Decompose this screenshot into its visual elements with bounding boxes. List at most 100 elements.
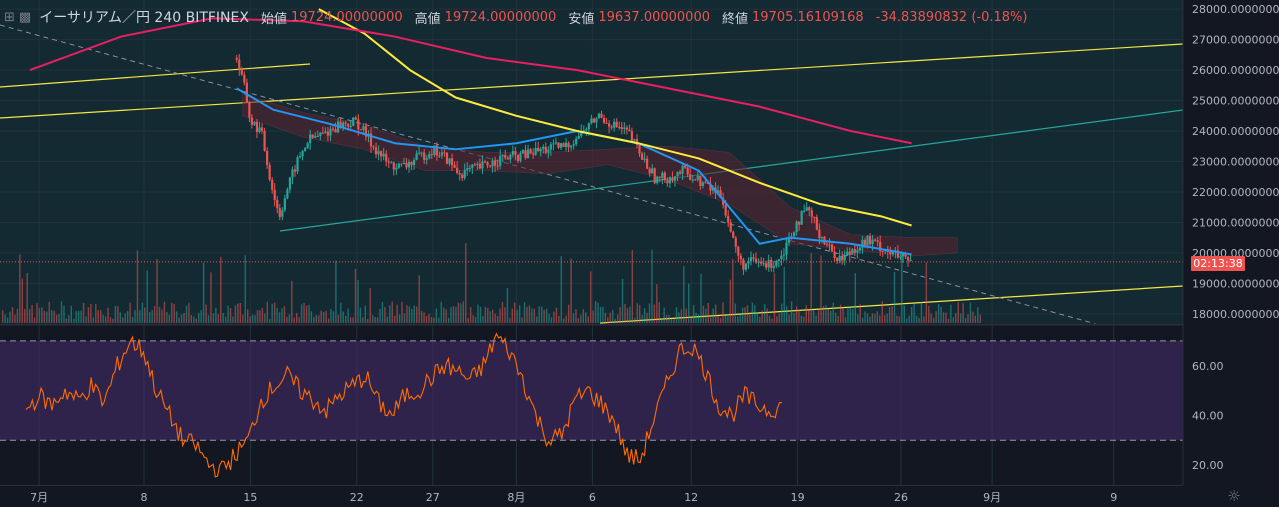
- volume-bar: [330, 309, 332, 323]
- candle-body: [554, 142, 558, 144]
- volume-bar: [673, 318, 675, 323]
- candle-body: [696, 175, 699, 180]
- volume-bar: [543, 309, 545, 323]
- volume-bar: [533, 308, 536, 323]
- time-tick-label: 9月: [983, 491, 1001, 504]
- volume-bar: [408, 306, 411, 323]
- volume-bar: [499, 308, 501, 323]
- gear-icon[interactable]: ☼: [1227, 487, 1241, 505]
- volume-bar: [864, 311, 866, 323]
- candle-body: [423, 152, 426, 160]
- time-tick-label: 26: [894, 491, 908, 504]
- candle-body: [273, 189, 276, 201]
- candle-body: [316, 136, 319, 138]
- candle-body: [780, 255, 783, 260]
- time-tick-label: 9: [1110, 491, 1117, 504]
- volume-bar: [438, 317, 440, 323]
- time-tick-label: 19: [791, 491, 805, 504]
- volume-bar: [866, 313, 869, 323]
- candle-body: [537, 147, 540, 152]
- candle-body: [792, 232, 796, 237]
- volume-bar: [247, 309, 249, 323]
- candle-body: [286, 189, 289, 199]
- candle-body: [686, 167, 689, 175]
- candle-body: [694, 179, 697, 181]
- volume-bar: [572, 313, 575, 323]
- volume-bar: [550, 317, 553, 323]
- volume-bar: [345, 315, 347, 323]
- high-value: 19724.00000000: [444, 9, 557, 25]
- volume-bar: [871, 313, 874, 323]
- candle-body: [255, 121, 259, 132]
- candle-body: [301, 150, 304, 157]
- open-value: 19724.00000000: [291, 9, 403, 25]
- volume-bar: [104, 316, 107, 323]
- volume-bar: [322, 311, 325, 323]
- volume-bar: [180, 314, 183, 323]
- candle-body: [874, 239, 877, 241]
- candle-body: [402, 162, 406, 165]
- volume-bar: [636, 303, 638, 323]
- candle-body: [514, 151, 517, 155]
- volume-bar: [695, 312, 697, 323]
- candle-body: [524, 150, 527, 159]
- volume-bar: [577, 318, 580, 323]
- expand-icon[interactable]: ⊞: [4, 9, 15, 25]
- volume-bar: [87, 307, 90, 323]
- rsi-band: [0, 340, 1183, 441]
- volume-bar: [590, 271, 592, 323]
- volume-bar: [668, 315, 670, 323]
- candle-body: [539, 148, 542, 152]
- volume-bar: [452, 306, 455, 323]
- volume-bar: [153, 306, 156, 323]
- candle-body: [326, 131, 330, 136]
- candle-body: [349, 125, 352, 127]
- volume-bar: [134, 310, 136, 323]
- candle-body: [354, 117, 357, 120]
- volume-bar: [719, 317, 722, 323]
- volume-bar: [962, 303, 964, 323]
- volume-bar: [602, 306, 604, 323]
- volume-bar: [244, 255, 246, 323]
- volume-bar: [616, 314, 619, 323]
- volume-bar: [26, 273, 28, 323]
- cloud-area: [242, 93, 958, 257]
- volume-bar: [212, 313, 215, 323]
- volume-bar: [783, 266, 785, 323]
- volume-bar: [663, 307, 665, 323]
- volume-bar: [77, 310, 80, 323]
- volume-bar: [511, 308, 513, 323]
- volume-bar: [773, 273, 776, 323]
- volume-bar: [746, 305, 749, 323]
- volume-bar: [367, 318, 369, 323]
- candle-body: [377, 151, 380, 155]
- candle-body: [298, 156, 302, 158]
- candle-body: [304, 148, 307, 151]
- volume-bar: [612, 309, 614, 323]
- candle-body: [830, 244, 834, 252]
- volume-bar: [869, 316, 871, 323]
- symbol-title[interactable]: イーサリアム／円 240 BITFINEX: [39, 7, 249, 27]
- candle-body: [795, 221, 798, 233]
- volume-bar: [705, 308, 707, 323]
- volume-bar: [158, 306, 161, 323]
- candle-body: [511, 151, 514, 155]
- volume-bar: [9, 311, 11, 323]
- volume-bar: [678, 312, 680, 323]
- candle-body: [742, 259, 745, 270]
- high-label: 高値: [414, 11, 441, 27]
- candle-body: [491, 160, 494, 167]
- volume-bar: [661, 318, 663, 323]
- candle-body: [235, 57, 238, 60]
- volume-bar: [310, 311, 313, 323]
- volume-bar: [852, 309, 854, 323]
- volume-bar: [313, 317, 315, 323]
- volume-bar: [349, 317, 352, 323]
- candle-body: [387, 161, 390, 163]
- candle-body: [729, 222, 732, 232]
- volume-bar: [183, 313, 185, 323]
- volume-bar: [751, 302, 754, 323]
- volume-bar: [53, 310, 55, 323]
- volume-bar: [724, 315, 727, 323]
